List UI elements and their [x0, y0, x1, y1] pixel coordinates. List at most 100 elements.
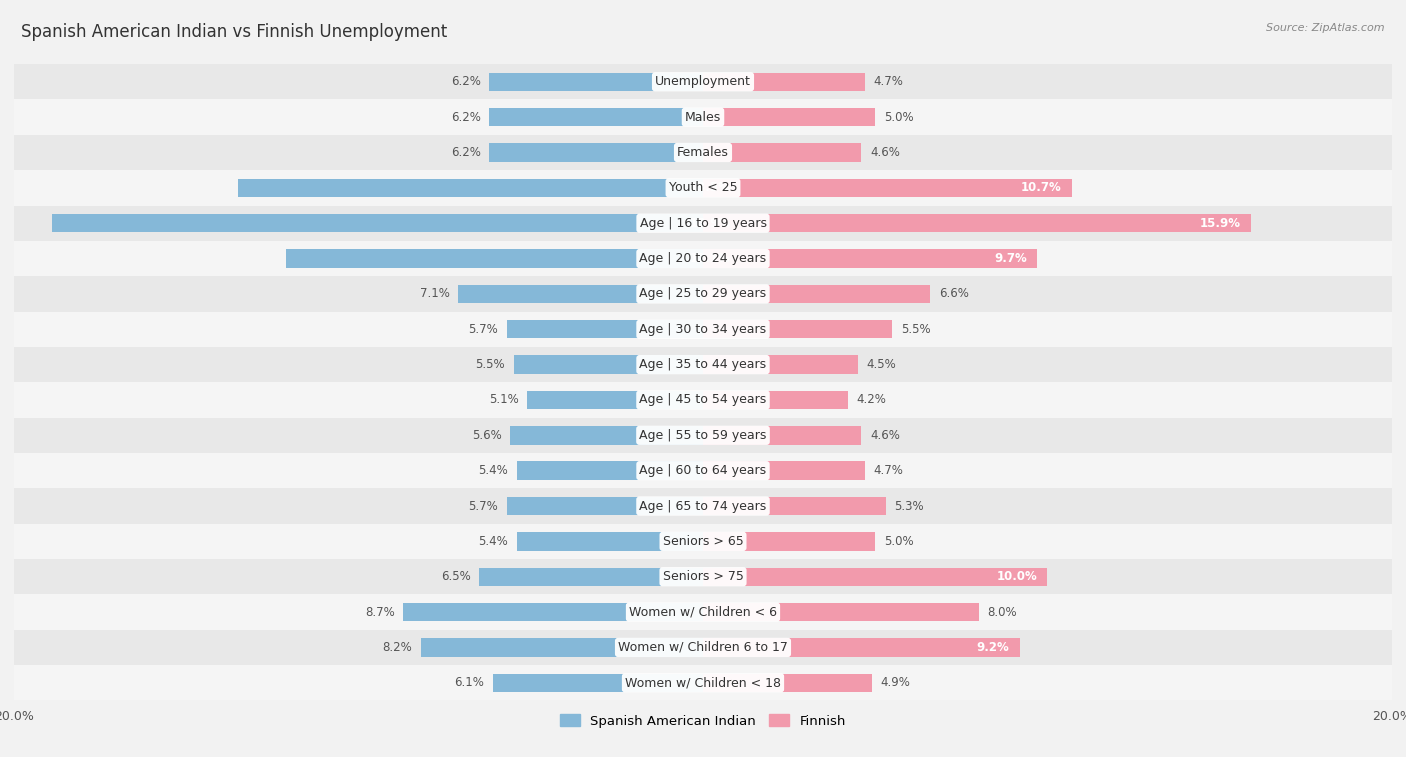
Text: Age | 45 to 54 years: Age | 45 to 54 years	[640, 394, 766, 407]
Text: Age | 35 to 44 years: Age | 35 to 44 years	[640, 358, 766, 371]
Bar	[703, 249, 1038, 268]
Bar	[287, 249, 703, 268]
Text: 6.2%: 6.2%	[451, 146, 481, 159]
Text: 4.2%: 4.2%	[856, 394, 886, 407]
Bar	[420, 638, 703, 656]
Text: 6.1%: 6.1%	[454, 676, 484, 690]
Bar	[14, 205, 1392, 241]
Bar	[513, 356, 703, 374]
Bar	[14, 594, 1392, 630]
Bar	[510, 426, 703, 444]
Bar	[14, 135, 1392, 170]
Text: 8.0%: 8.0%	[987, 606, 1017, 618]
Bar	[703, 143, 862, 162]
Text: 10.7%: 10.7%	[1021, 182, 1062, 195]
Text: Unemployment: Unemployment	[655, 75, 751, 89]
Bar	[14, 488, 1392, 524]
Bar	[703, 320, 893, 338]
Text: Women w/ Children < 6: Women w/ Children < 6	[628, 606, 778, 618]
Text: 5.7%: 5.7%	[468, 500, 498, 512]
Text: 9.2%: 9.2%	[977, 641, 1010, 654]
Text: 5.5%: 5.5%	[901, 322, 931, 336]
Text: Seniors > 65: Seniors > 65	[662, 535, 744, 548]
Bar	[703, 568, 1047, 586]
Bar	[517, 462, 703, 480]
Text: Spanish American Indian vs Finnish Unemployment: Spanish American Indian vs Finnish Unemp…	[21, 23, 447, 41]
Text: Age | 16 to 19 years: Age | 16 to 19 years	[640, 217, 766, 229]
Text: Age | 55 to 59 years: Age | 55 to 59 years	[640, 428, 766, 442]
Text: 5.4%: 5.4%	[478, 535, 509, 548]
Text: 15.9%: 15.9%	[1199, 217, 1240, 229]
Text: 7.1%: 7.1%	[420, 288, 450, 301]
Bar	[703, 285, 931, 303]
Bar	[14, 347, 1392, 382]
Bar	[494, 674, 703, 692]
Text: 6.6%: 6.6%	[939, 288, 969, 301]
Bar	[458, 285, 703, 303]
Text: 6.2%: 6.2%	[451, 111, 481, 123]
Bar	[14, 99, 1392, 135]
Text: 13.5%: 13.5%	[689, 182, 730, 195]
Text: Age | 60 to 64 years: Age | 60 to 64 years	[640, 464, 766, 477]
Bar	[506, 497, 703, 516]
Text: 4.5%: 4.5%	[866, 358, 897, 371]
Bar	[14, 64, 1392, 99]
Text: 6.5%: 6.5%	[440, 570, 471, 583]
Bar	[14, 418, 1392, 453]
Bar	[489, 143, 703, 162]
Text: 5.1%: 5.1%	[489, 394, 519, 407]
Bar	[703, 179, 1071, 197]
Text: Seniors > 75: Seniors > 75	[662, 570, 744, 583]
Bar	[52, 214, 703, 232]
Text: 5.7%: 5.7%	[468, 322, 498, 336]
Bar	[14, 312, 1392, 347]
Bar	[14, 170, 1392, 205]
Text: 6.2%: 6.2%	[451, 75, 481, 89]
Bar	[703, 638, 1019, 656]
Text: 5.6%: 5.6%	[472, 428, 502, 442]
Bar	[479, 568, 703, 586]
Bar	[703, 532, 875, 550]
Bar	[527, 391, 703, 409]
Text: 5.5%: 5.5%	[475, 358, 505, 371]
Text: Youth < 25: Youth < 25	[669, 182, 737, 195]
Text: Women w/ Children 6 to 17: Women w/ Children 6 to 17	[619, 641, 787, 654]
Text: 10.0%: 10.0%	[997, 570, 1038, 583]
Bar	[14, 559, 1392, 594]
Text: 4.7%: 4.7%	[873, 75, 904, 89]
Text: 5.0%: 5.0%	[884, 111, 914, 123]
Text: 18.9%: 18.9%	[689, 217, 730, 229]
Text: 8.2%: 8.2%	[382, 641, 412, 654]
Text: 5.3%: 5.3%	[894, 500, 924, 512]
Bar	[703, 603, 979, 621]
Bar	[238, 179, 703, 197]
Bar	[506, 320, 703, 338]
Bar	[14, 241, 1392, 276]
Bar	[14, 665, 1392, 700]
Text: 12.1%: 12.1%	[689, 252, 730, 265]
Text: 5.4%: 5.4%	[478, 464, 509, 477]
Bar	[703, 108, 875, 126]
Text: 4.9%: 4.9%	[880, 676, 910, 690]
Bar	[404, 603, 703, 621]
Text: Women w/ Children < 18: Women w/ Children < 18	[626, 676, 780, 690]
Text: 4.7%: 4.7%	[873, 464, 904, 477]
Bar	[703, 674, 872, 692]
Bar	[14, 453, 1392, 488]
Bar	[517, 532, 703, 550]
Bar	[703, 497, 886, 516]
Text: 4.6%: 4.6%	[870, 428, 900, 442]
Text: Source: ZipAtlas.com: Source: ZipAtlas.com	[1267, 23, 1385, 33]
Legend: Spanish American Indian, Finnish: Spanish American Indian, Finnish	[555, 709, 851, 733]
Bar	[703, 391, 848, 409]
Bar	[489, 108, 703, 126]
Bar	[14, 276, 1392, 312]
Bar	[703, 462, 865, 480]
Bar	[703, 356, 858, 374]
Bar	[703, 73, 865, 91]
Bar	[14, 630, 1392, 665]
Text: Age | 20 to 24 years: Age | 20 to 24 years	[640, 252, 766, 265]
Text: 5.0%: 5.0%	[884, 535, 914, 548]
Text: Females: Females	[678, 146, 728, 159]
Text: 9.7%: 9.7%	[994, 252, 1026, 265]
